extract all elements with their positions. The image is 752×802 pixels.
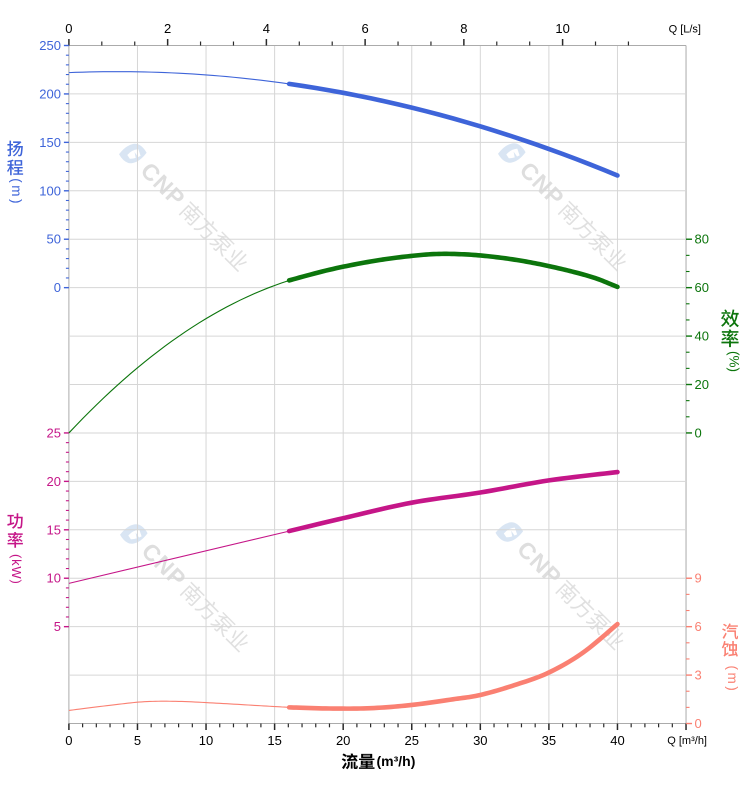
svg-text:5: 5	[134, 733, 141, 748]
svg-text:50: 50	[47, 232, 61, 247]
svg-text:(m): (m)	[9, 178, 24, 206]
svg-text:20: 20	[695, 377, 709, 392]
svg-text:15: 15	[47, 522, 61, 537]
svg-text:3: 3	[695, 668, 702, 683]
svg-text:Q [m³/h]: Q [m³/h]	[667, 735, 707, 747]
svg-text:40: 40	[695, 329, 709, 344]
svg-text:(kW): (kW)	[9, 554, 24, 585]
svg-text:20: 20	[336, 733, 350, 748]
svg-text:25: 25	[47, 425, 61, 440]
svg-text:4: 4	[263, 21, 270, 36]
svg-text:20: 20	[47, 474, 61, 489]
svg-text:6: 6	[362, 21, 369, 36]
svg-text:0: 0	[65, 21, 72, 36]
svg-text:9: 9	[695, 571, 702, 586]
svg-text:40: 40	[610, 733, 624, 748]
svg-text:35: 35	[542, 733, 556, 748]
svg-text:6: 6	[695, 619, 702, 634]
svg-text:(%): (%)	[727, 351, 742, 372]
svg-text:8: 8	[460, 21, 467, 36]
svg-text:60: 60	[695, 280, 709, 295]
svg-text:10: 10	[47, 571, 61, 586]
svg-text:250: 250	[39, 38, 61, 53]
svg-text:10: 10	[555, 21, 569, 36]
svg-text:80: 80	[695, 232, 709, 247]
svg-text:10: 10	[199, 733, 213, 748]
svg-text:100: 100	[39, 183, 61, 198]
svg-text:200: 200	[39, 86, 61, 101]
svg-text:25: 25	[405, 733, 419, 748]
svg-text:150: 150	[39, 135, 61, 150]
svg-text:15: 15	[267, 733, 281, 748]
svg-text:2: 2	[164, 21, 171, 36]
svg-text:0: 0	[695, 425, 702, 440]
svg-text:5: 5	[54, 619, 61, 634]
svg-text:0: 0	[695, 716, 702, 731]
svg-text:30: 30	[473, 733, 487, 748]
svg-text:0: 0	[54, 280, 61, 295]
svg-text:(m): (m)	[725, 666, 740, 694]
svg-text:(m³/h): (m³/h)	[377, 753, 416, 769]
svg-text:Q [L/s]: Q [L/s]	[669, 24, 701, 36]
svg-text:0: 0	[65, 733, 72, 748]
